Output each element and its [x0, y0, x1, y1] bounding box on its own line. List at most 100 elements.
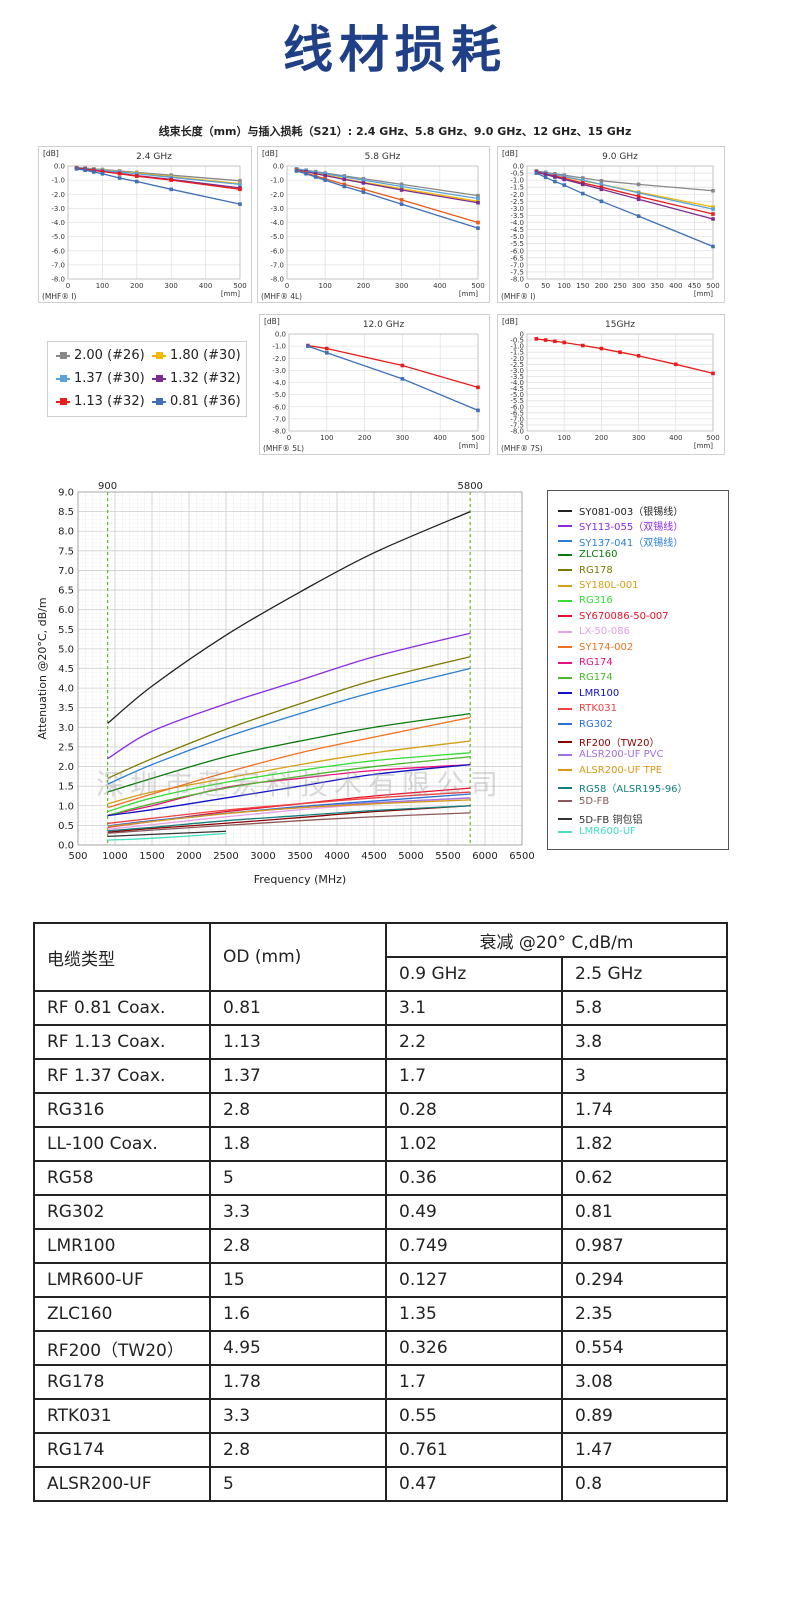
y-tick-label: 2.5: [58, 742, 74, 753]
legend-swatch: [152, 374, 166, 382]
table-cell: 5: [209, 1466, 387, 1502]
y-tick-label: -7.0: [272, 415, 286, 423]
y-tick-label: -8.0: [510, 276, 524, 284]
data-point: [325, 350, 329, 355]
x-tick-label: 3000: [250, 851, 275, 862]
x-tick-label: 0: [525, 434, 529, 442]
legend-label: RG58（ALSR195-96）: [579, 784, 688, 796]
data-point: [636, 354, 641, 358]
chart-title: 2.4 GHz: [136, 152, 172, 162]
data-point: [323, 178, 327, 182]
legend-swatch: [558, 707, 572, 710]
y-tick-label: -5.5: [510, 397, 524, 405]
legend-label: SY174-002: [579, 641, 634, 653]
table-cell: 0.28: [385, 1092, 563, 1128]
table-header-row: 电缆类型 OD (mm) 衰减 @20° C,dB/m: [33, 922, 728, 992]
table-cell: 1.13: [209, 1024, 387, 1060]
legend-swatch: [558, 615, 572, 618]
data-point: [711, 217, 715, 221]
y-tick-label: 0.0: [58, 841, 74, 852]
header-attenuation: 衰减 @20° C,dB/m: [385, 922, 728, 958]
data-point: [534, 337, 539, 341]
legend-label: 2.00 (#26): [74, 348, 145, 363]
data-point: [361, 178, 366, 182]
table-cell: 2.8: [209, 1092, 387, 1128]
legend-label: RG174: [579, 657, 613, 668]
legend-swatch: [558, 817, 572, 820]
table-cell: 3.08: [561, 1364, 728, 1400]
legend-label: RF200（TW20）: [579, 738, 660, 749]
series-line: [107, 752, 471, 813]
legend-label: LX-50-086: [579, 626, 630, 638]
table-cell: RF200（TW20）: [33, 1330, 211, 1366]
y-tick-label: -0.5: [510, 170, 524, 178]
legend-item: LMR100: [558, 688, 619, 699]
y-tick-label: -8.0: [51, 276, 65, 284]
y-tick-label: -5.0: [51, 233, 65, 241]
x-tick-label: 4000: [324, 851, 349, 862]
x-tick-label: 450: [688, 282, 701, 290]
y-tick-label: -6.5: [510, 409, 524, 417]
x-tick-label: 400: [669, 434, 682, 442]
data-point: [135, 179, 139, 184]
small-chart-15ghz: [dB] 15GHz0-0.5-1.0-1.5-2.0-2.5-3.0-3.5-4…: [497, 314, 725, 455]
y-tick-label: -1.0: [270, 177, 284, 185]
table-cell: 2.8: [209, 1432, 387, 1468]
y-tick-label: 6.0: [58, 605, 74, 616]
y-tick-label: 1.5: [58, 782, 74, 793]
y-tick-label: -8.0: [272, 428, 286, 436]
y-tick-label: -0.5: [510, 337, 524, 345]
data-point: [169, 175, 173, 180]
data-point: [342, 177, 347, 182]
legend-swatch: [152, 397, 166, 405]
legend-label: SY180L-001: [579, 580, 639, 591]
series-line: [107, 716, 471, 809]
table-cell: RF 0.81 Coax.: [33, 990, 211, 1026]
x-tick-label: 100: [558, 434, 571, 442]
y-tick-label: 5.0: [58, 644, 74, 655]
connector-label: (MHF® 7S): [501, 444, 543, 453]
table-cell: RG174: [33, 1432, 211, 1468]
data-point: [361, 187, 366, 192]
legend-swatch: [558, 524, 572, 527]
legend-item: SY180L-001: [558, 580, 639, 591]
table-cell: LMR100: [33, 1228, 211, 1264]
y-tick-label: -1.0: [510, 177, 524, 185]
y-tick-label: 3.5: [58, 703, 74, 714]
x-tick-label: 150: [576, 282, 589, 290]
series-line: [107, 667, 471, 785]
table-cell: 1.8: [209, 1126, 387, 1162]
y-tick-label: -7.0: [51, 261, 65, 269]
legend-item: SY670086-50-007: [558, 611, 669, 622]
series-line: [307, 345, 479, 411]
legend-item: SY137-041（双锡线）: [558, 534, 683, 549]
legend-item: 1.80 (#30): [152, 348, 241, 363]
table-cell: 0.294: [561, 1262, 728, 1298]
y-tick-label: 8.5: [58, 507, 74, 518]
small-chart-2-4ghz: [dB] 2.4 GHz 0.0 -1.0 -2.0 -3.0 -4.0 -5.0 -6.0 -7…: [38, 146, 252, 303]
y-tick-label: -3.5: [510, 373, 524, 381]
y-tick-label: -4.5: [510, 226, 524, 234]
legend-label: RG302: [579, 718, 613, 730]
y-tick-label: 7.0: [58, 566, 74, 577]
y-tick-label: -7.0: [510, 261, 524, 269]
small-chart-5-8ghz: [dB] 5.8 GHz 0.0 -1.0 -2.0 -3.0 -4.0 -5.0 -6.0 -7…: [257, 146, 490, 303]
y-tick-label: -3.5: [510, 212, 524, 220]
legend-label: RG178: [579, 564, 613, 576]
table-cell: 1.74: [561, 1092, 728, 1128]
legend-item: RG174: [558, 672, 613, 683]
data-point: [400, 377, 405, 381]
legend-label: 5D-FB 铜包铝: [579, 815, 643, 826]
x-tick-label: 1000: [102, 851, 127, 862]
x-tick-label: 400: [669, 282, 682, 290]
table-cell: 0.55: [385, 1398, 563, 1434]
y-axis-label: Attenuation @20°C, dB/m: [36, 597, 49, 739]
data-point: [361, 181, 366, 185]
unit-label: [dB]: [262, 149, 278, 158]
panel-border: [259, 314, 490, 455]
header-cable-type: 电缆类型: [33, 922, 211, 992]
data-point: [238, 187, 242, 192]
x-unit-label: [mm]: [459, 290, 478, 298]
series-line: [107, 511, 471, 724]
legend-swatch: [558, 584, 572, 587]
